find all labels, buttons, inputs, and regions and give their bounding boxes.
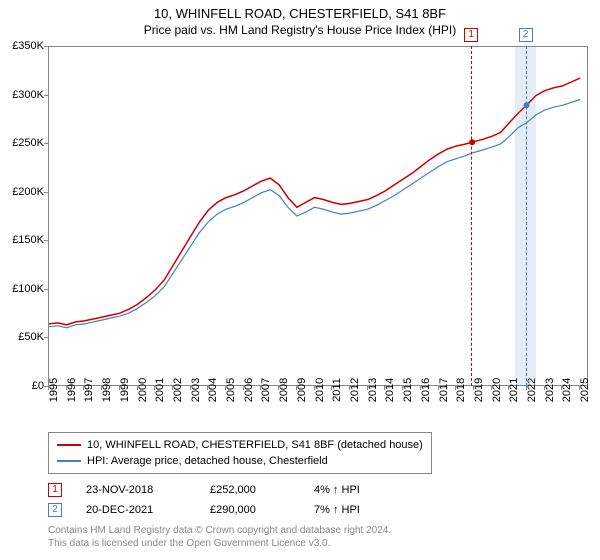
event-marker-2: 2 xyxy=(48,503,62,517)
chart-lines xyxy=(49,47,589,387)
x-tick-label: 2017 xyxy=(438,378,450,402)
legend-item-hpi: HPI: Average price, detached house, Ches… xyxy=(57,453,423,469)
x-tick-label: 2016 xyxy=(420,378,432,402)
footer-attribution: Contains HM Land Registry data © Crown c… xyxy=(48,524,391,550)
y-tick-label: £50K xyxy=(18,331,44,343)
x-tick-label: 1998 xyxy=(101,378,113,402)
event-point-1 xyxy=(469,139,475,145)
y-tick-label: £250K xyxy=(12,137,44,149)
x-tick-label: 2001 xyxy=(154,378,166,402)
event-vline xyxy=(526,46,527,386)
x-tick-label: 1995 xyxy=(48,378,60,402)
x-tick-label: 2018 xyxy=(455,378,467,402)
y-tick-label: £100K xyxy=(12,283,44,295)
x-tick-label: 2003 xyxy=(190,378,202,402)
x-tick-label: 2010 xyxy=(314,378,326,402)
footer-line-2: This data is licensed under the Open Gov… xyxy=(48,537,391,550)
x-tick-label: 2011 xyxy=(331,378,343,402)
footer-line-1: Contains HM Land Registry data © Crown c… xyxy=(48,524,391,537)
x-tick-label: 2007 xyxy=(260,378,272,402)
chart-container: 10, WHINFELL ROAD, CHESTERFIELD, S41 8BF… xyxy=(0,0,600,560)
x-tick-label: 2009 xyxy=(296,378,308,402)
y-tick-label: £350K xyxy=(12,40,44,52)
x-tick-label: 2025 xyxy=(579,378,591,402)
x-tick-label: 2000 xyxy=(137,378,149,402)
x-tick-label: 2023 xyxy=(544,378,556,402)
x-tick-label: 2008 xyxy=(278,378,290,402)
event-price: £252,000 xyxy=(210,484,290,496)
x-tick-label: 1996 xyxy=(66,378,78,402)
y-tick-label: £200K xyxy=(12,186,44,198)
event-date: 20-DEC-2021 xyxy=(86,504,186,516)
line-price-paid xyxy=(49,78,580,325)
x-tick-label: 2002 xyxy=(172,378,184,402)
legend-label: 10, WHINFELL ROAD, CHESTERFIELD, S41 8BF… xyxy=(87,439,423,451)
y-tick-label: £0 xyxy=(32,380,44,392)
y-tick-label: £150K xyxy=(12,234,44,246)
x-tick-label: 1997 xyxy=(83,378,95,402)
chart-title: 10, WHINFELL ROAD, CHESTERFIELD, S41 8BF xyxy=(0,0,600,21)
x-tick-label: 2013 xyxy=(367,378,379,402)
y-tick-label: £300K xyxy=(12,89,44,101)
plot-area xyxy=(48,46,588,386)
legend-label: HPI: Average price, detached house, Ches… xyxy=(87,455,328,467)
event-top-marker: 2 xyxy=(519,28,533,42)
x-tick-label: 2019 xyxy=(473,378,485,402)
line-hpi xyxy=(49,100,580,328)
event-price: £290,000 xyxy=(210,504,290,516)
event-row: 1 23-NOV-2018 £252,000 4% ↑ HPI xyxy=(48,480,588,500)
x-tick-label: 2015 xyxy=(402,378,414,402)
event-pct: 4% ↑ HPI xyxy=(314,484,394,496)
x-tick-label: 2020 xyxy=(491,378,503,402)
legend-swatch xyxy=(57,460,81,462)
x-tick-label: 2014 xyxy=(384,378,396,402)
legend-swatch xyxy=(57,444,81,446)
event-vline xyxy=(471,46,472,386)
event-pct: 7% ↑ HPI xyxy=(314,504,394,516)
events-table: 1 23-NOV-2018 £252,000 4% ↑ HPI 2 20-DEC… xyxy=(48,480,588,520)
x-tick-label: 1999 xyxy=(119,378,131,402)
event-row: 2 20-DEC-2021 £290,000 7% ↑ HPI xyxy=(48,500,588,520)
x-tick-label: 2024 xyxy=(561,378,573,402)
event-top-marker: 1 xyxy=(464,28,478,42)
legend: 10, WHINFELL ROAD, CHESTERFIELD, S41 8BF… xyxy=(48,432,432,474)
x-tick-label: 2004 xyxy=(207,378,219,402)
x-tick-label: 2012 xyxy=(349,378,361,402)
chart-subtitle: Price paid vs. HM Land Registry's House … xyxy=(0,21,600,37)
event-marker-1: 1 xyxy=(48,483,62,497)
event-date: 23-NOV-2018 xyxy=(86,484,186,496)
x-tick-label: 2006 xyxy=(243,378,255,402)
x-tick-label: 2005 xyxy=(225,378,237,402)
legend-item-price-paid: 10, WHINFELL ROAD, CHESTERFIELD, S41 8BF… xyxy=(57,437,423,453)
